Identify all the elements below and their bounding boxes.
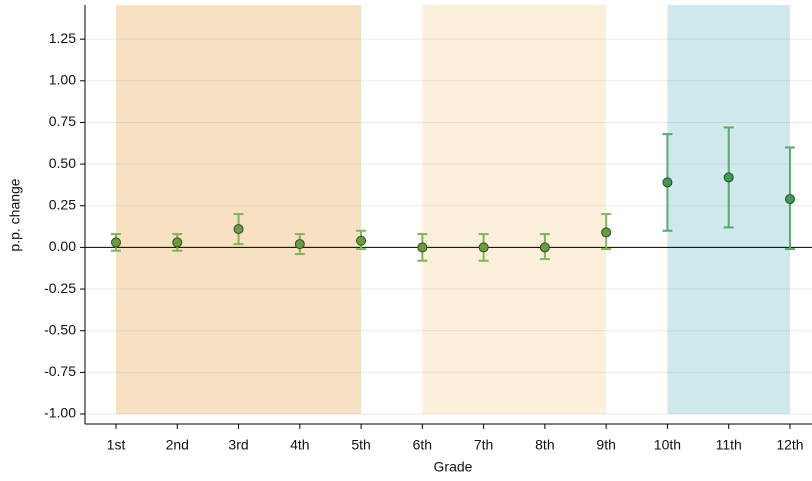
- y-tick-label: 1.00: [49, 72, 76, 88]
- y-tick-label: 0.25: [49, 196, 76, 212]
- x-tick-label: 2nd: [166, 437, 189, 453]
- x-tick-label: 8th: [535, 437, 554, 453]
- point: [478, 242, 489, 253]
- point: [294, 239, 305, 250]
- x-tick-label: 12th: [776, 437, 803, 453]
- point: [111, 237, 121, 248]
- x-tick-label: 11th: [716, 437, 742, 453]
- point: [172, 237, 183, 248]
- shaded-span: [116, 5, 362, 415]
- x-tick-label: 3rd: [228, 437, 248, 453]
- point: [601, 227, 612, 238]
- point: [723, 172, 734, 183]
- y-axis-title: p.p. change: [7, 178, 23, 251]
- point: [233, 224, 244, 235]
- x-tick-label: 4th: [290, 437, 309, 453]
- point: [417, 242, 428, 253]
- y-tick-label: -1.00: [44, 405, 76, 421]
- shaded-span: [422, 5, 607, 415]
- x-tick-label: 9th: [596, 437, 615, 453]
- y-tick-label: 1.25: [49, 30, 76, 46]
- x-axis-title: Grade: [434, 459, 473, 475]
- y-tick-label: 0.50: [49, 155, 76, 171]
- y-tick-label: -0.25: [44, 280, 76, 296]
- x-tick-label: 5th: [351, 437, 370, 453]
- point: [356, 235, 367, 246]
- point: [662, 177, 673, 188]
- x-tick-label: 10th: [654, 437, 681, 453]
- y-tick-label: 0.00: [49, 238, 76, 254]
- point: [539, 242, 550, 253]
- point: [784, 194, 795, 205]
- y-tick-label: 0.75: [49, 113, 76, 129]
- x-tick-label: 1st: [107, 437, 126, 453]
- x-tick-label: 6th: [413, 437, 432, 453]
- y-tick-label: -0.75: [44, 363, 76, 379]
- y-tick-label: -0.50: [44, 321, 76, 337]
- x-tick-label: 7th: [474, 437, 493, 453]
